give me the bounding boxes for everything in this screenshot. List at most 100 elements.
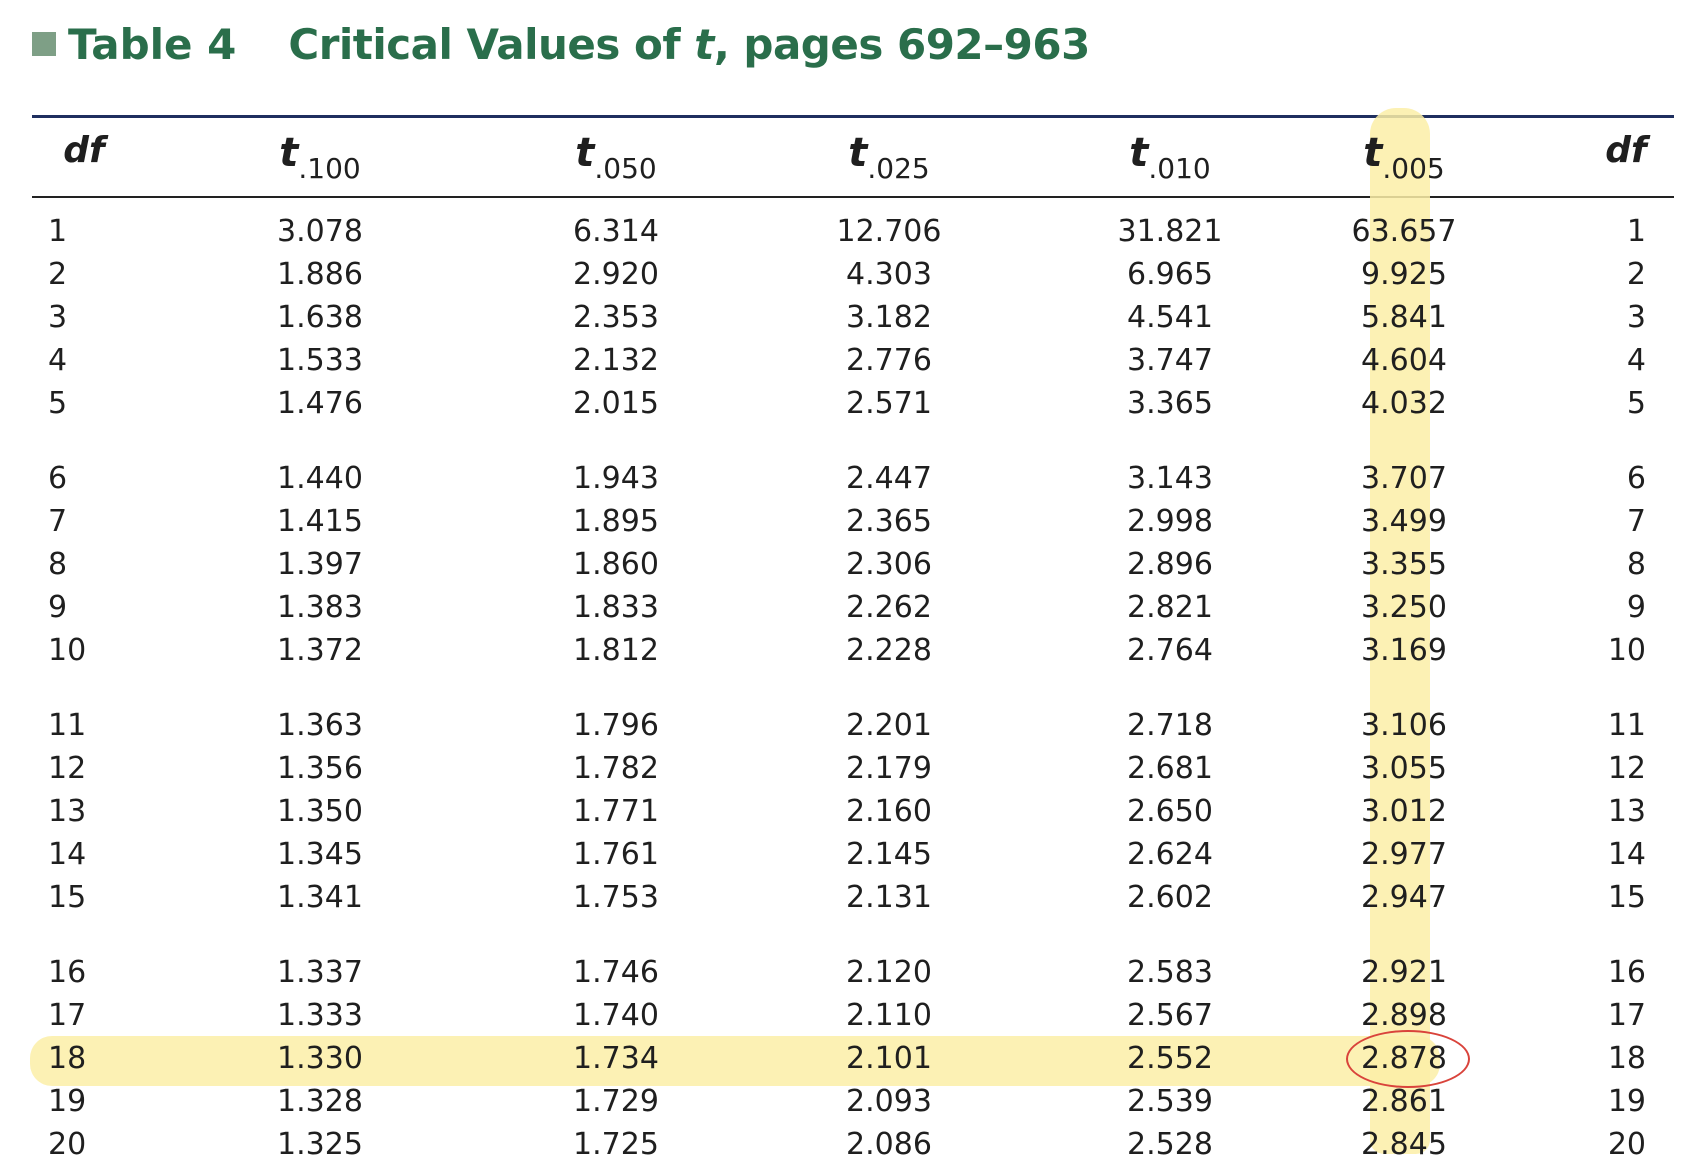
row-df-right: 13 bbox=[1607, 794, 1646, 829]
table-cell: 5.841 bbox=[1361, 300, 1447, 335]
highlight-row-df18 bbox=[30, 1036, 1440, 1086]
row-df-left: 10 bbox=[48, 633, 87, 668]
table-cell: 1.943 bbox=[573, 461, 659, 496]
table-cell: 2.718 bbox=[1127, 708, 1213, 743]
table-cell: 2.602 bbox=[1127, 880, 1213, 915]
table-cell: 4.303 bbox=[846, 257, 932, 292]
row-df-right: 7 bbox=[1626, 504, 1646, 539]
table-cell: 1.833 bbox=[573, 590, 659, 625]
table-cell: 1.725 bbox=[573, 1127, 659, 1162]
row-df-left: 4 bbox=[48, 343, 68, 378]
table-cell: 2.624 bbox=[1127, 837, 1213, 872]
row-df-left: 12 bbox=[48, 751, 87, 786]
table-cell: 3.143 bbox=[1127, 461, 1213, 496]
row-df-left: 6 bbox=[48, 461, 68, 496]
table-cell: 1.350 bbox=[277, 794, 363, 829]
row-df-left: 2 bbox=[48, 257, 68, 292]
row-df-right: 6 bbox=[1626, 461, 1646, 496]
table-cell: 1.729 bbox=[573, 1084, 659, 1119]
row-df-right: 11 bbox=[1607, 708, 1646, 743]
table-cell: 1.415 bbox=[277, 504, 363, 539]
table-cell: 2.528 bbox=[1127, 1127, 1213, 1162]
table-cell: 2.228 bbox=[846, 633, 932, 668]
table-cell: 2.447 bbox=[846, 461, 932, 496]
header-t-symbol: t bbox=[1363, 130, 1383, 176]
table-cell: 3.078 bbox=[277, 214, 363, 249]
row-df-left: 16 bbox=[48, 955, 87, 990]
row-df-right: 8 bbox=[1626, 547, 1646, 582]
table-cell: 9.925 bbox=[1361, 257, 1447, 292]
table-cell: 2.896 bbox=[1127, 547, 1213, 582]
table-cell: 2.262 bbox=[846, 590, 932, 625]
table-cell: 1.363 bbox=[277, 708, 363, 743]
table-cell: 1.753 bbox=[573, 880, 659, 915]
table-caption: Critical Values of t, pages 692–963 bbox=[288, 19, 1091, 69]
row-df-right: 10 bbox=[1607, 633, 1646, 668]
caption-suffix: , pages 692–963 bbox=[713, 19, 1091, 69]
table-cell: 2.179 bbox=[846, 751, 932, 786]
header-t-symbol: t bbox=[279, 130, 299, 176]
table-cell: 1.533 bbox=[277, 343, 363, 378]
header-t005: t.005 bbox=[1363, 130, 1444, 185]
table-cell: 1.734 bbox=[573, 1041, 659, 1076]
header-subscript: .025 bbox=[867, 152, 930, 185]
table-cell: 2.921 bbox=[1361, 955, 1447, 990]
table-cell: 3.747 bbox=[1127, 343, 1213, 378]
row-df-right: 16 bbox=[1607, 955, 1646, 990]
table-cell: 3.365 bbox=[1127, 386, 1213, 421]
header-rule bbox=[32, 196, 1674, 198]
table-cell: 2.110 bbox=[846, 998, 932, 1033]
header-subscript: .100 bbox=[298, 152, 361, 185]
table-cell: 2.086 bbox=[846, 1127, 932, 1162]
table-cell: 2.998 bbox=[1127, 504, 1213, 539]
table-cell: 2.821 bbox=[1127, 590, 1213, 625]
table-cell: 3.355 bbox=[1361, 547, 1447, 582]
header-t-symbol: t bbox=[848, 130, 868, 176]
row-df-left: 5 bbox=[48, 386, 68, 421]
header-subscript: .005 bbox=[1382, 152, 1445, 185]
table-cell: 1.333 bbox=[277, 998, 363, 1033]
table-cell: 1.740 bbox=[573, 998, 659, 1033]
table-cell: 1.397 bbox=[277, 547, 363, 582]
table-cell: 1.356 bbox=[277, 751, 363, 786]
table-cell: 2.120 bbox=[846, 955, 932, 990]
table-cell: 3.106 bbox=[1361, 708, 1447, 743]
table-cell: 2.764 bbox=[1127, 633, 1213, 668]
row-df-left: 9 bbox=[48, 590, 68, 625]
row-df-right: 5 bbox=[1626, 386, 1646, 421]
row-df-left: 3 bbox=[48, 300, 68, 335]
table-cell: 2.160 bbox=[846, 794, 932, 829]
table-cell: 2.015 bbox=[573, 386, 659, 421]
table-cell: 12.706 bbox=[836, 214, 942, 249]
row-df-left: 20 bbox=[48, 1127, 87, 1162]
table-cell: 1.761 bbox=[573, 837, 659, 872]
row-df-right: 4 bbox=[1626, 343, 1646, 378]
title-square-icon bbox=[32, 32, 56, 56]
table-cell: 2.845 bbox=[1361, 1127, 1447, 1162]
table-cell: 4.032 bbox=[1361, 386, 1447, 421]
table-cell: 2.681 bbox=[1127, 751, 1213, 786]
table-cell: 2.145 bbox=[846, 837, 932, 872]
table-cell: 3.012 bbox=[1361, 794, 1447, 829]
row-df-left: 14 bbox=[48, 837, 87, 872]
table-cell: 2.552 bbox=[1127, 1041, 1213, 1076]
row-df-right: 20 bbox=[1607, 1127, 1646, 1162]
circle-annotation bbox=[1346, 1030, 1470, 1088]
table-cell: 1.886 bbox=[277, 257, 363, 292]
row-df-right: 14 bbox=[1607, 837, 1646, 872]
table-cell: 2.571 bbox=[846, 386, 932, 421]
header-t050: t.050 bbox=[575, 130, 656, 185]
row-df-left: 17 bbox=[48, 998, 87, 1033]
table-cell: 63.657 bbox=[1351, 214, 1457, 249]
table-cell: 2.920 bbox=[573, 257, 659, 292]
header-df-left: df bbox=[63, 130, 105, 171]
table-cell: 6.965 bbox=[1127, 257, 1213, 292]
table-cell: 2.947 bbox=[1361, 880, 1447, 915]
table-cell: 1.328 bbox=[277, 1084, 363, 1119]
row-df-left: 11 bbox=[48, 708, 87, 743]
table-cell: 3.707 bbox=[1361, 461, 1447, 496]
table-cell: 2.567 bbox=[1127, 998, 1213, 1033]
table-cell: 2.898 bbox=[1361, 998, 1447, 1033]
table-cell: 2.306 bbox=[846, 547, 932, 582]
table-cell: 1.337 bbox=[277, 955, 363, 990]
